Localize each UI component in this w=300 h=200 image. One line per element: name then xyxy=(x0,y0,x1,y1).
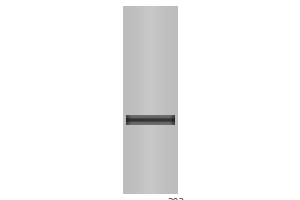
Text: 19-: 19- xyxy=(128,33,142,43)
Text: 26-: 26- xyxy=(128,58,142,68)
Text: 293: 293 xyxy=(167,198,184,200)
Text: 85-: 85- xyxy=(128,144,142,154)
Text: (kD): (kD) xyxy=(124,178,142,186)
Text: 34-: 34- xyxy=(128,82,142,90)
Text: 48-: 48- xyxy=(128,104,142,114)
Text: 117-: 117- xyxy=(122,160,142,170)
